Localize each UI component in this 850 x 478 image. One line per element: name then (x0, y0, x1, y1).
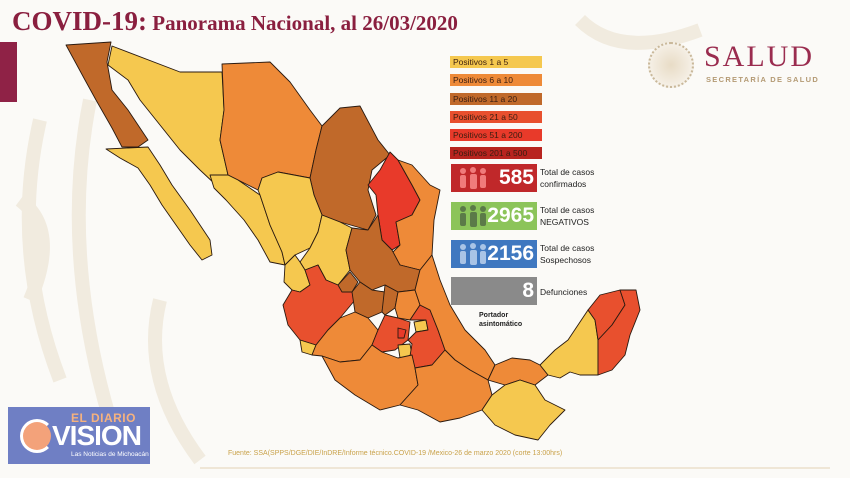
stat-label: Defunciones (540, 287, 588, 297)
legend-item: Positivos 51 a 200 (450, 129, 542, 142)
title-prefix: COVID-19: (12, 6, 147, 36)
stat-value: 585 (498, 166, 534, 189)
stat-negativos: 2965 (451, 202, 537, 230)
logo-circle-icon (20, 419, 54, 453)
logo-subtitle: SECRETARÍA DE SALUD (706, 75, 820, 84)
state-cdmx[interactable] (397, 327, 407, 339)
logo-name: SALUD (704, 40, 815, 73)
stat-label: Total de casos NEGATIVOS (540, 205, 595, 227)
national-seal-icon (648, 42, 694, 88)
map-legend: Positivos 1 a 5 Positivos 6 a 10 Positiv… (450, 56, 542, 166)
state-baja-california[interactable] (65, 41, 149, 148)
stat-value: 8 (522, 279, 534, 302)
stat-label: Total de casos confirmados (540, 167, 595, 189)
stat-sospechosos: 2156 (451, 240, 537, 268)
state-aguascalientes[interactable] (337, 271, 359, 293)
people-group-icon (460, 205, 486, 227)
state-queretaro[interactable] (381, 284, 399, 316)
legend-item: Positivos 1 a 5 (450, 56, 542, 68)
state-chihuahua[interactable] (219, 61, 323, 191)
state-campeche[interactable] (539, 309, 599, 379)
state-baja-california-sur[interactable] (105, 146, 213, 261)
stat-value: 2965 (487, 204, 534, 227)
portador-note: Portador asintomático (479, 312, 523, 328)
divider (200, 467, 830, 469)
salud-logo: SALUD SECRETARÍA DE SALUD (648, 40, 838, 90)
stat-value: 2156 (487, 242, 534, 265)
source-note: Fuente: SSA(SPPS/DGE/DIE/InDRE/Informe t… (228, 450, 563, 457)
page-title: COVID-19: Panorama Nacional, al 26/03/20… (12, 6, 458, 37)
state-quintana-roo[interactable] (597, 289, 641, 376)
stat-label: Total de casos Sospechosos (540, 243, 595, 265)
people-group-icon (460, 243, 486, 265)
legend-item: Positivos 11 a 20 (450, 92, 542, 105)
state-guerrero[interactable] (321, 344, 419, 411)
accent-bar (0, 42, 17, 102)
title-rest: Panorama Nacional, al 26/03/2020 (147, 11, 458, 35)
legend-item: Positivos 6 a 10 (450, 74, 542, 87)
stat-confirmados: 585 (451, 164, 537, 192)
people-group-icon (460, 167, 486, 189)
stat-defunciones: 8 (451, 277, 537, 305)
state-chiapas[interactable] (481, 379, 566, 441)
legend-item: Positivos 201 a 500 (450, 147, 542, 160)
watermark-logo: EL DIARIO VISION Las Noticias de Michoac… (8, 407, 150, 464)
legend-item: Positivos 21 a 50 (450, 110, 542, 123)
